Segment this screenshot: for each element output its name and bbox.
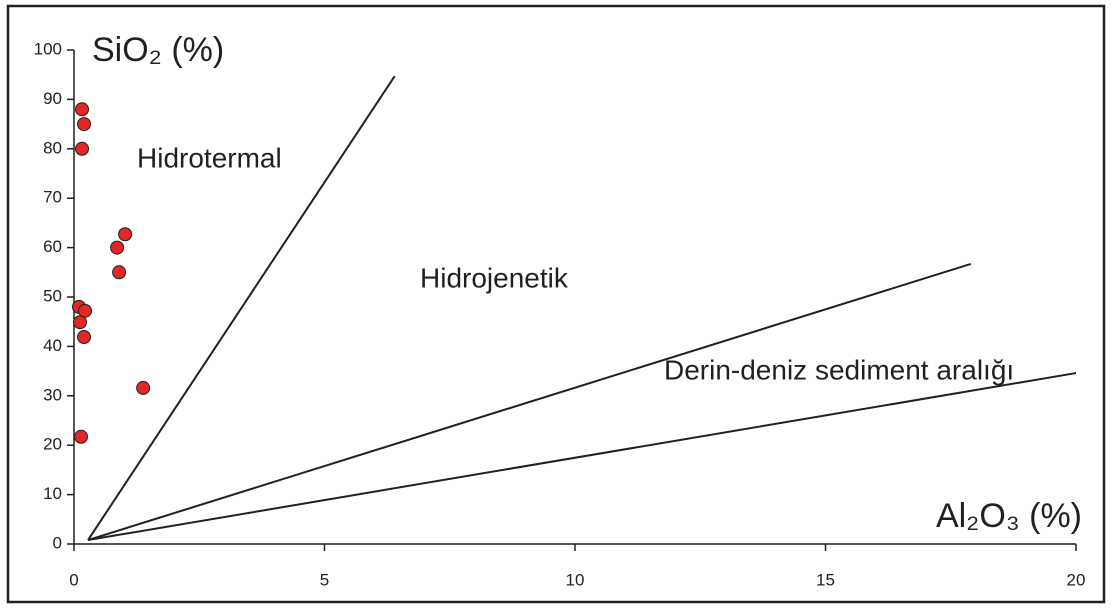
y-tick-label: 0: [53, 533, 62, 552]
point: [77, 330, 92, 345]
region-label: Hidrojenetik: [420, 262, 569, 293]
point: [136, 380, 151, 395]
y-tick-label: 70: [43, 188, 62, 207]
point: [74, 429, 89, 444]
y-tick-label: 20: [43, 435, 62, 454]
x-tick-label: 10: [566, 570, 585, 589]
point: [75, 141, 90, 156]
point: [112, 265, 127, 280]
y-tick-label: 10: [43, 484, 62, 503]
x-axis-title: Al₂O₃ (%): [936, 497, 1082, 535]
y-tick-label: 60: [43, 237, 62, 256]
boundary-line: [87, 372, 1077, 542]
point: [73, 315, 88, 330]
y-axis-title: SiO₂ (%): [92, 31, 224, 69]
region-label: Derin-deniz sediment aralığı: [664, 354, 1014, 385]
x-tick-label: 0: [69, 570, 78, 589]
y-tick-label: 80: [43, 138, 62, 157]
point: [110, 240, 125, 255]
y-tick-label: 50: [43, 286, 62, 305]
y-tick-label: 100: [34, 39, 62, 58]
point: [118, 227, 133, 242]
boundary-line: [87, 75, 396, 541]
y-tick-label: 90: [43, 89, 62, 108]
point: [77, 117, 92, 132]
region-label: Hidrotermal: [137, 142, 282, 173]
y-tick-label: 40: [43, 336, 62, 355]
x-tick-label: 5: [320, 570, 329, 589]
x-tick-label: 15: [816, 570, 835, 589]
point: [75, 102, 90, 117]
boundary-line: [87, 262, 972, 542]
x-tick-label: 20: [1067, 570, 1086, 589]
y-tick-label: 30: [43, 385, 62, 404]
frame: [6, 4, 1106, 604]
